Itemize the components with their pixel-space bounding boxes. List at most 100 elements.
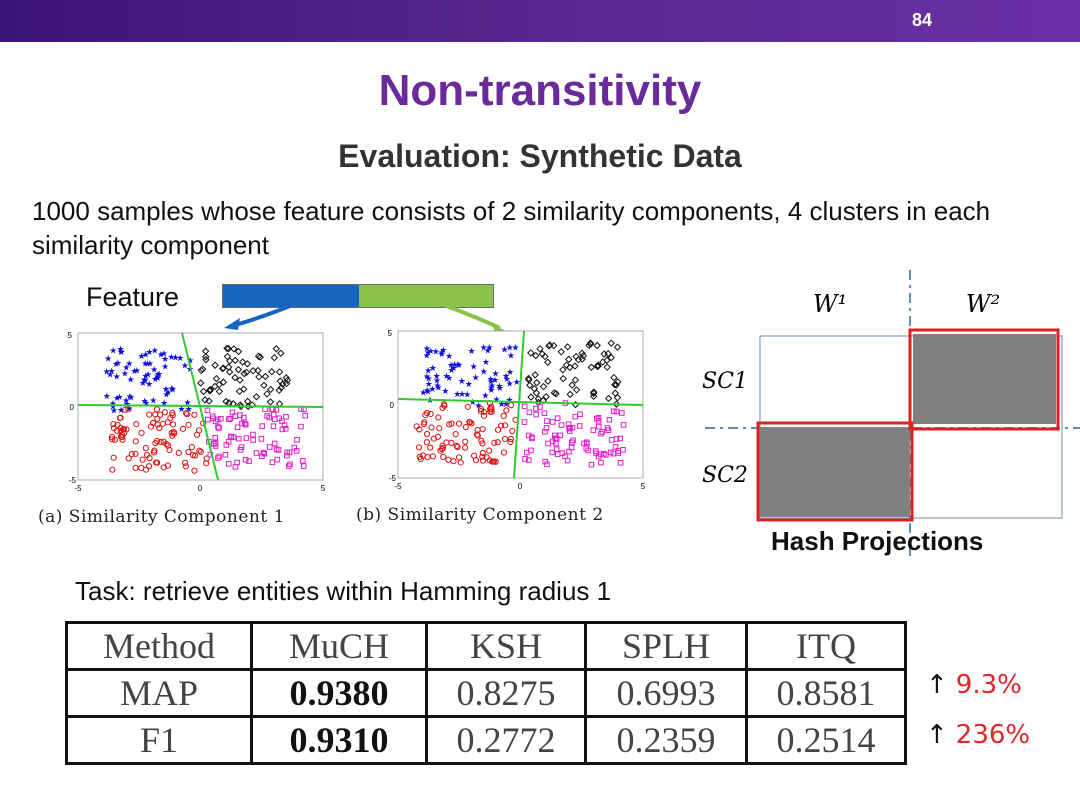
scatter-marker: [554, 415, 561, 421]
scatter-marker: ★: [472, 373, 480, 383]
scatter-marker: [111, 436, 118, 443]
scatter-marker: ★: [162, 384, 170, 394]
scatter-marker: [182, 463, 189, 470]
scatter-marker: ★: [112, 359, 120, 369]
scatter-marker: [533, 405, 539, 412]
y-tick-mid: 0: [70, 403, 75, 412]
scatter-marker: [224, 344, 233, 353]
scatter-marker: [464, 403, 471, 410]
scatter-marker: [138, 429, 145, 437]
scatter-marker: ★: [103, 366, 111, 376]
scatter-marker: [258, 436, 265, 442]
scatter-marker: [254, 352, 263, 360]
scatter-marker: [438, 446, 446, 453]
scatter-marker: [452, 431, 459, 438]
scatter-marker: [598, 459, 604, 466]
scatter-marker: [549, 449, 556, 456]
scatter-marker: [116, 414, 124, 422]
scatter-marker: [125, 406, 132, 413]
scatter-marker: [283, 376, 292, 385]
table-row: MAP 0.9380 0.8275 0.6993 0.8581: [65, 668, 907, 718]
scatter-marker: [570, 437, 576, 444]
scatter-marker: ★: [458, 389, 466, 399]
scatter-marker: ★: [164, 387, 172, 397]
scatter-marker: [154, 459, 161, 466]
scatter-marker: [270, 423, 277, 429]
scatter-marker: [552, 390, 560, 398]
feature-label: Feature: [86, 282, 180, 312]
scatter-marker: [525, 432, 532, 439]
scatter-marker: [254, 366, 262, 375]
hash-projections-diagram: W¹ W² SC1 SC2: [702, 270, 1080, 560]
scatter-marker: [234, 424, 241, 431]
scatter-marker: [167, 414, 174, 421]
scatter-marker: ★: [454, 359, 462, 369]
scatter-marker: ★: [185, 404, 193, 414]
scatter-marker: [227, 434, 234, 440]
scatter-marker: [422, 411, 429, 419]
scatter-marker: [250, 437, 256, 443]
scatter-marker: ★: [496, 383, 504, 393]
scatter-marker: [592, 448, 599, 454]
scatter-marker: ★: [450, 363, 458, 373]
scatter-marker: ★: [445, 351, 453, 361]
scatter-marker: [544, 358, 552, 366]
scatter-marker: [185, 448, 192, 456]
scatter-marker: [610, 408, 617, 415]
scatter-marker: [454, 443, 461, 451]
header-cell: Method: [65, 621, 253, 671]
scatter-marker: ★: [145, 379, 153, 389]
scatter-marker: [275, 386, 283, 395]
scatter-marker: [119, 436, 126, 443]
table-cell: 0.2359: [584, 715, 748, 765]
scatter-marker: ★: [157, 349, 165, 359]
scatter-marker: [423, 430, 431, 438]
label-w2: W²: [966, 290, 1000, 318]
scatter-marker: ★: [155, 369, 163, 379]
scatter-marker: ★: [126, 392, 134, 402]
scatter-marker: ★: [151, 374, 159, 384]
scatter-marker: [147, 423, 155, 430]
scatter-marker: [255, 373, 263, 381]
scatter-marker: [594, 362, 602, 370]
scatter-marker: [416, 426, 423, 433]
scatter-marker: [594, 361, 602, 369]
scatter-marker: [248, 401, 256, 409]
table-row: F1 0.9310 0.2772 0.2359 0.2514: [65, 715, 907, 765]
scatter-marker: [441, 402, 448, 409]
scatter-marker: [590, 392, 598, 401]
scatter-marker: [528, 447, 534, 454]
scatter-marker: [197, 448, 204, 455]
scatter-marker: [559, 366, 567, 374]
scatter-marker: ★: [186, 356, 194, 366]
label-w1: W¹: [813, 290, 847, 318]
scatter-marker: [607, 339, 615, 347]
scatter-marker: [293, 448, 300, 454]
scatter-marker: ★: [513, 377, 521, 387]
scatter-marker: [269, 459, 276, 466]
scatter-marker: [261, 372, 270, 381]
scatter-marker: ★: [146, 359, 154, 369]
scatter-marker: [453, 442, 460, 450]
scatter-marker: ★: [184, 397, 192, 407]
scatter-marker: ★: [167, 352, 175, 362]
scatter-marker: [604, 349, 612, 358]
scatter-marker: [226, 416, 232, 422]
scatter-marker: [423, 439, 430, 446]
scatter-marker: [259, 453, 265, 460]
table-cell: 0.8581: [745, 668, 907, 718]
scatter-marker: ★: [117, 405, 125, 415]
scatter-marker: [507, 435, 514, 443]
scatter-marker: ★: [106, 370, 114, 380]
scatter-marker: [571, 376, 580, 384]
scatter-marker: [138, 464, 145, 471]
scatter-marker: [211, 361, 219, 369]
scatter-marker: [536, 345, 544, 353]
scatter-marker: [559, 374, 567, 383]
scatter-marker: ★: [507, 350, 515, 360]
scatter-marker: ★: [103, 391, 111, 401]
scatter-marker: ★: [453, 389, 461, 399]
scatter-marker: ★: [141, 396, 149, 406]
scatter-marker: [219, 378, 228, 386]
scatter-marker: [202, 353, 210, 361]
